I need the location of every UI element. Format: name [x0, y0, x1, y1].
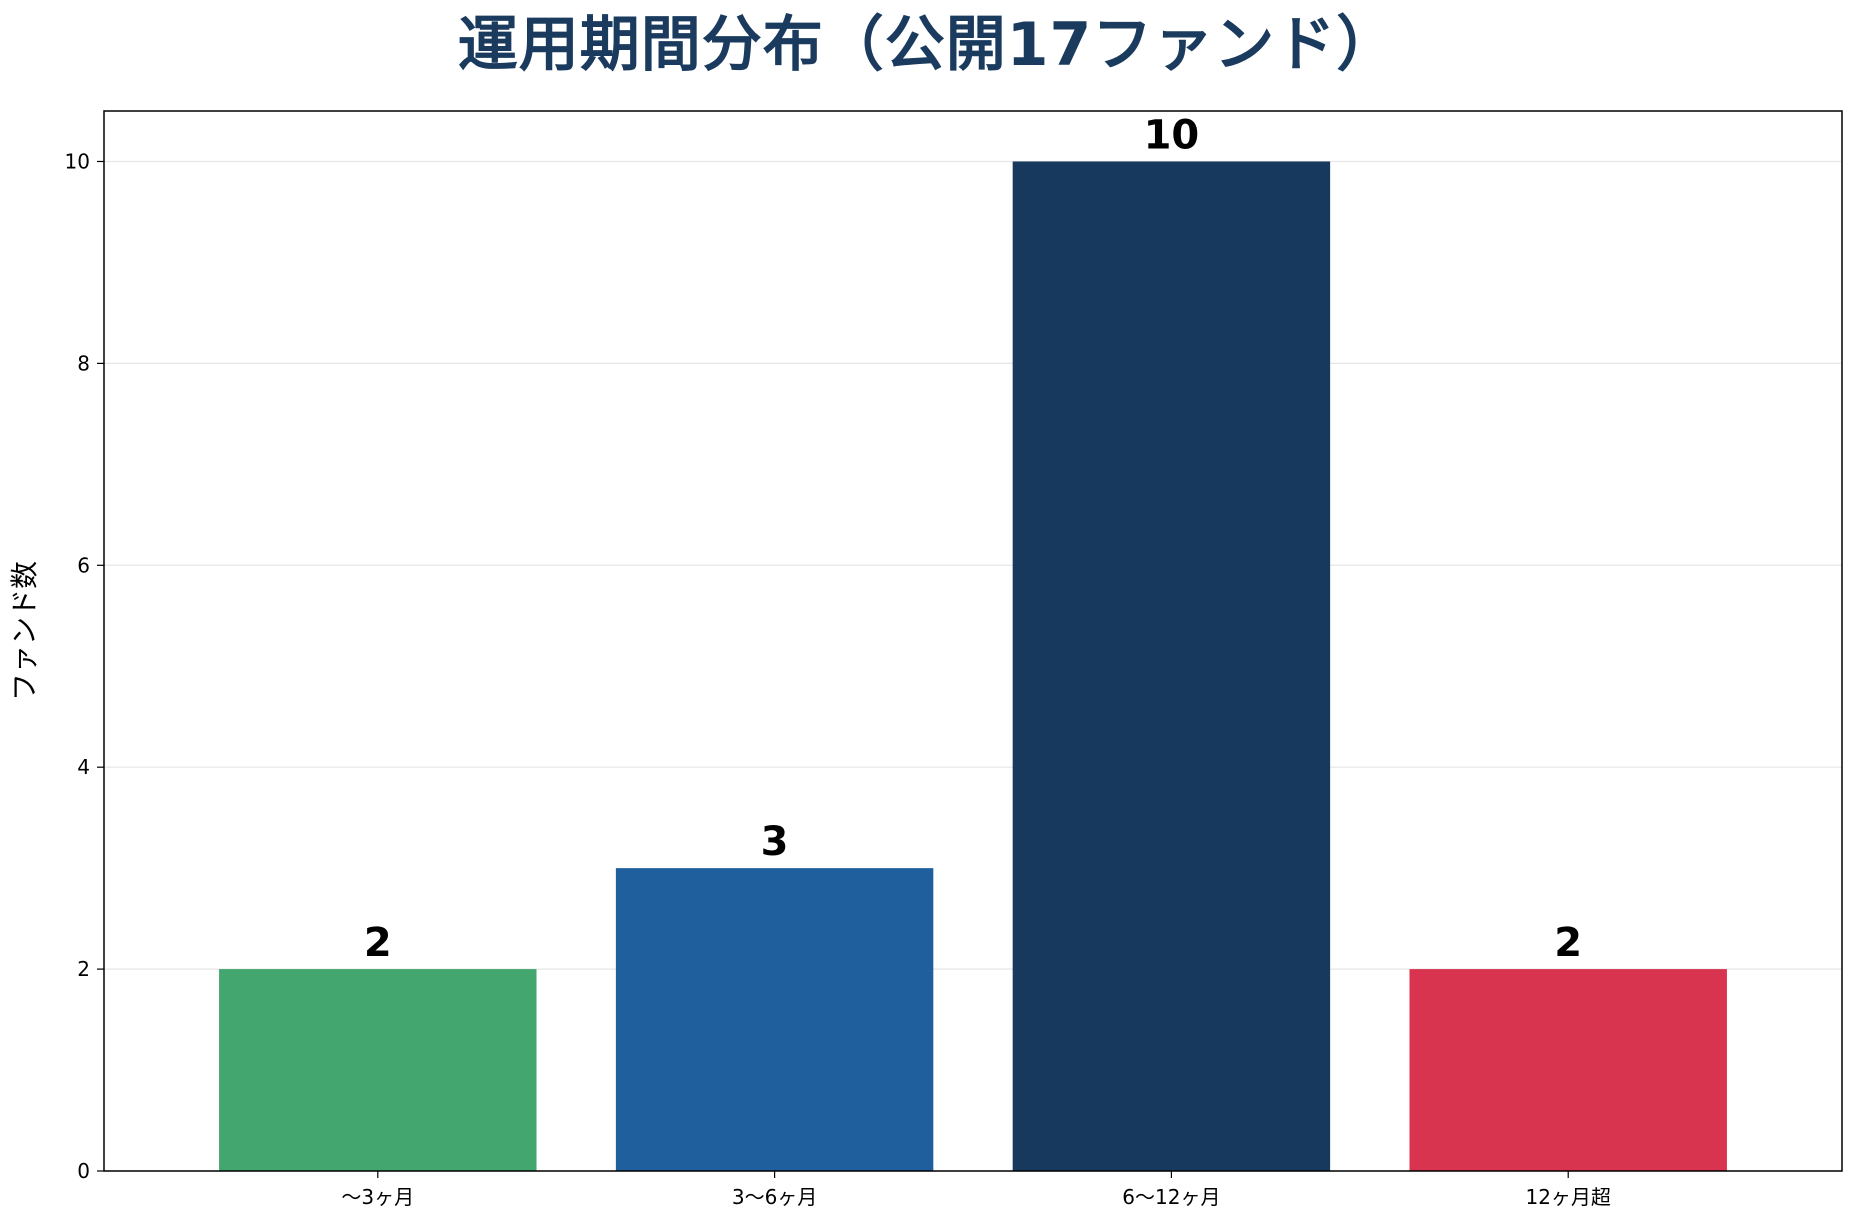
plot-frame [103, 110, 1843, 1172]
y-tick-label: 4 [77, 755, 90, 779]
bar [1012, 161, 1331, 1171]
x-tick-label: 6〜12ヶ月 [1122, 1185, 1220, 1209]
y-tick-label: 6 [77, 553, 90, 577]
x-tick-label: 〜3ヶ月 [341, 1185, 414, 1209]
bar [219, 969, 537, 1171]
bar-value-label: 10 [1144, 112, 1200, 158]
bar-value-label: 2 [1554, 920, 1582, 966]
bar [1409, 969, 1727, 1171]
x-tick-label: 3〜6ヶ月 [732, 1185, 817, 1209]
chart-title: 運用期間分布（公開17ファンド） [457, 10, 1398, 80]
y-tick-label: 2 [77, 957, 90, 981]
bar-value-label: 3 [761, 819, 789, 865]
y-axis-label: ファンド数 [8, 561, 41, 701]
y-tick-label: 10 [65, 149, 90, 173]
bars [219, 161, 1727, 1171]
y-tick-label: 8 [77, 351, 90, 375]
x-tick-label: 12ヶ月超 [1525, 1185, 1610, 1209]
bar [615, 868, 934, 1171]
labels: ファンド数 0 2 4 6 8 10 2 〜3ヶ月 3 3〜6ヶ月 10 6〜12ヶ月 2 12ヶ月超 [8, 112, 1611, 1209]
bar-value-label: 2 [364, 920, 392, 966]
axes [97, 110, 1843, 1178]
y-tick-label: 0 [77, 1159, 90, 1183]
